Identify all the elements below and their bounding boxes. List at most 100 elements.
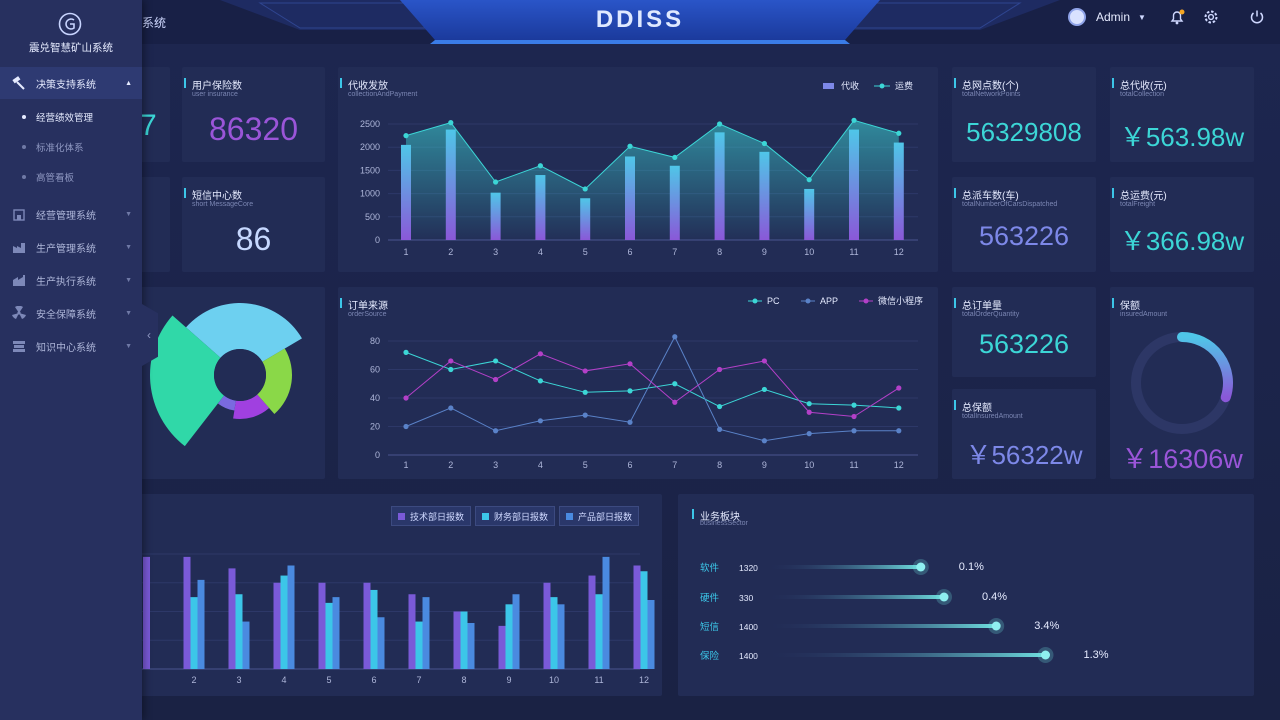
bar — [197, 579, 205, 669]
bar — [183, 556, 191, 669]
sidebar-item-business[interactable]: 经营管理系统 ▼ — [0, 198, 142, 230]
line-point — [537, 378, 543, 384]
legend-product-swatch — [566, 512, 573, 520]
line-point — [403, 133, 409, 139]
y-tick-label: 1000 — [360, 189, 380, 199]
legend-marker — [752, 298, 758, 304]
progress-knob — [991, 621, 1001, 631]
stack-icon — [12, 339, 26, 353]
chevron-down-icon: ▼ — [125, 210, 132, 218]
x-tick-label: 6 — [627, 460, 632, 470]
pie-slice — [217, 395, 236, 411]
power-icon[interactable] — [1248, 8, 1266, 26]
line-point — [448, 358, 454, 364]
bar — [490, 192, 501, 240]
y-tick-label: 2000 — [360, 142, 380, 152]
bar — [325, 602, 333, 669]
line-point — [851, 117, 857, 123]
bullet-icon — [22, 145, 26, 149]
line-point — [627, 361, 633, 367]
sms-card: 短信中心数 short MessageCore 86 — [182, 177, 325, 272]
header-decoration — [220, 0, 1060, 44]
x-tick-label: 3 — [493, 460, 498, 470]
x-tick-label: 12 — [894, 247, 904, 257]
sidebar-item-decision[interactable]: 决策支持系统 ▲ — [0, 67, 142, 99]
x-tick-label: 9 — [506, 675, 511, 685]
bar — [804, 188, 815, 240]
series-line — [405, 335, 899, 442]
legend-finance-swatch — [482, 512, 489, 520]
orders-card: 总订单量 totalOrderQuantity 563226 — [952, 287, 1096, 377]
gear-icon[interactable] — [1202, 8, 1220, 26]
sidebar-item-production-mgmt-label: 生产管理系统 — [36, 243, 96, 255]
line-point — [851, 402, 857, 408]
legend-tech[interactable]: 技术部日报数 — [391, 506, 471, 526]
bell-icon[interactable] — [1168, 8, 1186, 26]
bar — [370, 589, 378, 669]
bar — [759, 151, 770, 240]
progress-bar — [770, 565, 921, 569]
sidebar-sub-standard-label: 标准化体系 — [36, 143, 84, 154]
sidebar-sub-executive[interactable]: 高管看板 — [22, 170, 74, 184]
legend-finance[interactable]: 财务部日报数 — [475, 506, 555, 526]
sector-value: 1400 — [739, 651, 758, 661]
legend-product[interactable]: 产品部日报数 — [559, 506, 639, 526]
legend-label: PC — [767, 296, 780, 306]
progress-knob — [939, 592, 949, 602]
pie-slice — [257, 348, 292, 415]
bar — [498, 625, 506, 669]
sidebar-sub-performance[interactable]: 经营绩效管理 — [22, 110, 93, 124]
line-point — [717, 403, 723, 410]
y-tick-label: 500 — [365, 212, 380, 222]
line-point — [448, 405, 454, 411]
user-menu[interactable]: Admin ▼ — [1068, 8, 1146, 26]
avatar — [1068, 8, 1086, 26]
insured-value: ￥16306w — [1121, 444, 1243, 474]
bar — [415, 621, 423, 669]
legend-label: 运费 — [895, 80, 913, 91]
sidebar-item-knowledge[interactable]: 知识中心系统 ▼ — [0, 330, 142, 362]
sms-value: 86 — [235, 221, 272, 257]
progress-knob — [916, 562, 926, 572]
sidebar-item-production-exec[interactable]: 生产执行系统 ▼ — [0, 264, 142, 296]
bar — [647, 600, 655, 669]
line-point — [403, 395, 409, 401]
x-tick-label: 12 — [639, 675, 649, 685]
pie-hole — [214, 349, 266, 401]
line-point — [717, 426, 723, 432]
insured-sub: insuredAmount — [1120, 311, 1168, 318]
legend-marker — [805, 298, 811, 304]
user-name: Admin — [1096, 10, 1131, 24]
series-line — [405, 119, 899, 190]
title-fragment: 系统 — [142, 16, 167, 30]
network-card: 总网点数(个) totalNetworkPoints 56329808 — [952, 67, 1096, 162]
bar — [318, 582, 326, 669]
logo-icon — [58, 12, 82, 36]
orders-sub: totalOrderQuantity — [962, 311, 1020, 318]
order-chart-panel: 订单来源 orderSource 0 20 40 60 80 1 2 3 4 5 6 7 8 9 10 11 1… — [338, 287, 938, 479]
x-tick-label: 10 — [804, 247, 814, 257]
sidebar-item-knowledge-label: 知识中心系统 — [36, 342, 96, 354]
line-point — [403, 423, 409, 430]
partial-left-value: 7 — [140, 109, 157, 142]
line-point — [672, 381, 678, 387]
bar — [401, 144, 411, 240]
sector-percent: 0.4% — [982, 591, 1007, 603]
sidebar-sub-standard[interactable]: 标准化体系 — [22, 140, 84, 154]
sidebar-item-safety[interactable]: 安全保障系统 ▼ — [0, 297, 142, 329]
sidebar-collapse-handle[interactable]: ‹ — [142, 304, 158, 366]
x-tick-label: 10 — [804, 460, 814, 470]
sidebar-item-production-mgmt[interactable]: 生产管理系统 ▼ — [0, 231, 142, 263]
chevron-down-icon: ▼ — [1138, 12, 1146, 22]
sector-label: 保险 — [700, 650, 720, 662]
bullet-icon — [22, 115, 26, 119]
sector-value: 1400 — [739, 622, 758, 632]
series-line — [405, 351, 899, 409]
x-tick-label: 3 — [236, 675, 241, 685]
progress-bar — [770, 595, 944, 599]
y-tick-label: 2500 — [360, 119, 380, 129]
legend-swatch — [823, 83, 834, 89]
sidebar-item-production-exec-label: 生产执行系统 — [36, 276, 96, 288]
